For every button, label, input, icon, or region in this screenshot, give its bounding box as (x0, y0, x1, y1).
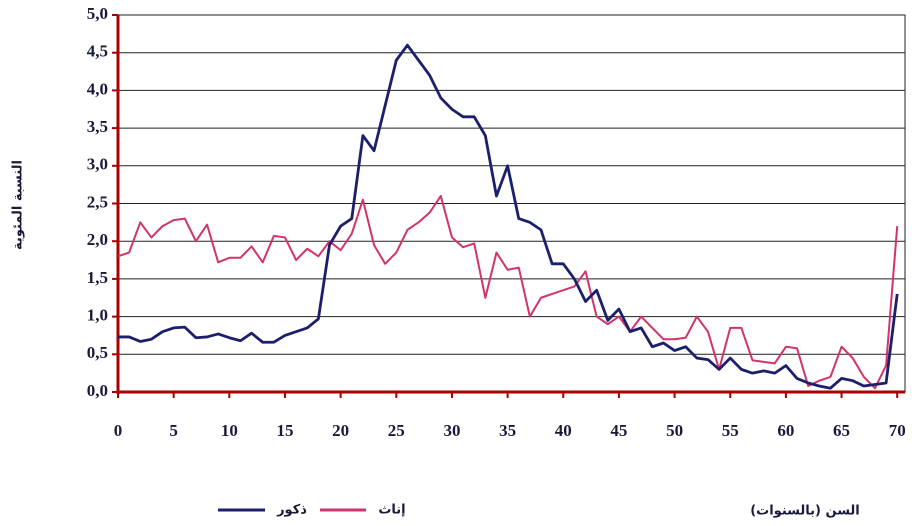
x-tick-label: 30 (443, 421, 460, 440)
x-tick-label: 20 (332, 421, 349, 440)
line-series (117, 194, 899, 390)
x-tick-label: 15 (276, 421, 293, 440)
y-tick-label: 0,0 (87, 381, 108, 400)
x-tick-label: 10 (221, 421, 238, 440)
y-tick-label: 4,5 (87, 42, 108, 61)
y-tick-label: 0,5 (87, 343, 108, 362)
x-tick-label: 45 (610, 421, 627, 440)
y-tick-label: 1,5 (87, 268, 108, 287)
y-tick-label: 3,0 (87, 155, 108, 174)
legend-label: ذكور (276, 503, 307, 518)
x-tick-label: 35 (499, 421, 516, 440)
y-tick-label: 1,0 (87, 306, 108, 325)
x-tick-label: 60 (777, 421, 794, 440)
x-axis-label: السن (بالسنوات) (750, 504, 860, 519)
x-tick-label: 55 (722, 421, 739, 440)
x-tick-label: 40 (555, 421, 572, 440)
y-tick-label: 2,5 (87, 192, 108, 211)
x-tick-label: 65 (833, 421, 850, 440)
x-tick-label: 70 (889, 421, 906, 440)
x-tick-label: 0 (114, 421, 123, 440)
line-series (118, 43, 899, 390)
y-tick-label: 2,0 (87, 230, 108, 249)
y-tick-label: 5,0 (87, 4, 108, 23)
x-tick-label: 25 (388, 421, 405, 440)
legend-label: إناث (378, 503, 405, 518)
x-tick-label: 50 (666, 421, 683, 440)
x-tick-label: 5 (169, 421, 178, 440)
y-axis-label: النسبة المئوية (11, 160, 26, 250)
y-tick-label: 4,0 (87, 79, 108, 98)
y-tick-label: 3,5 (87, 117, 108, 136)
